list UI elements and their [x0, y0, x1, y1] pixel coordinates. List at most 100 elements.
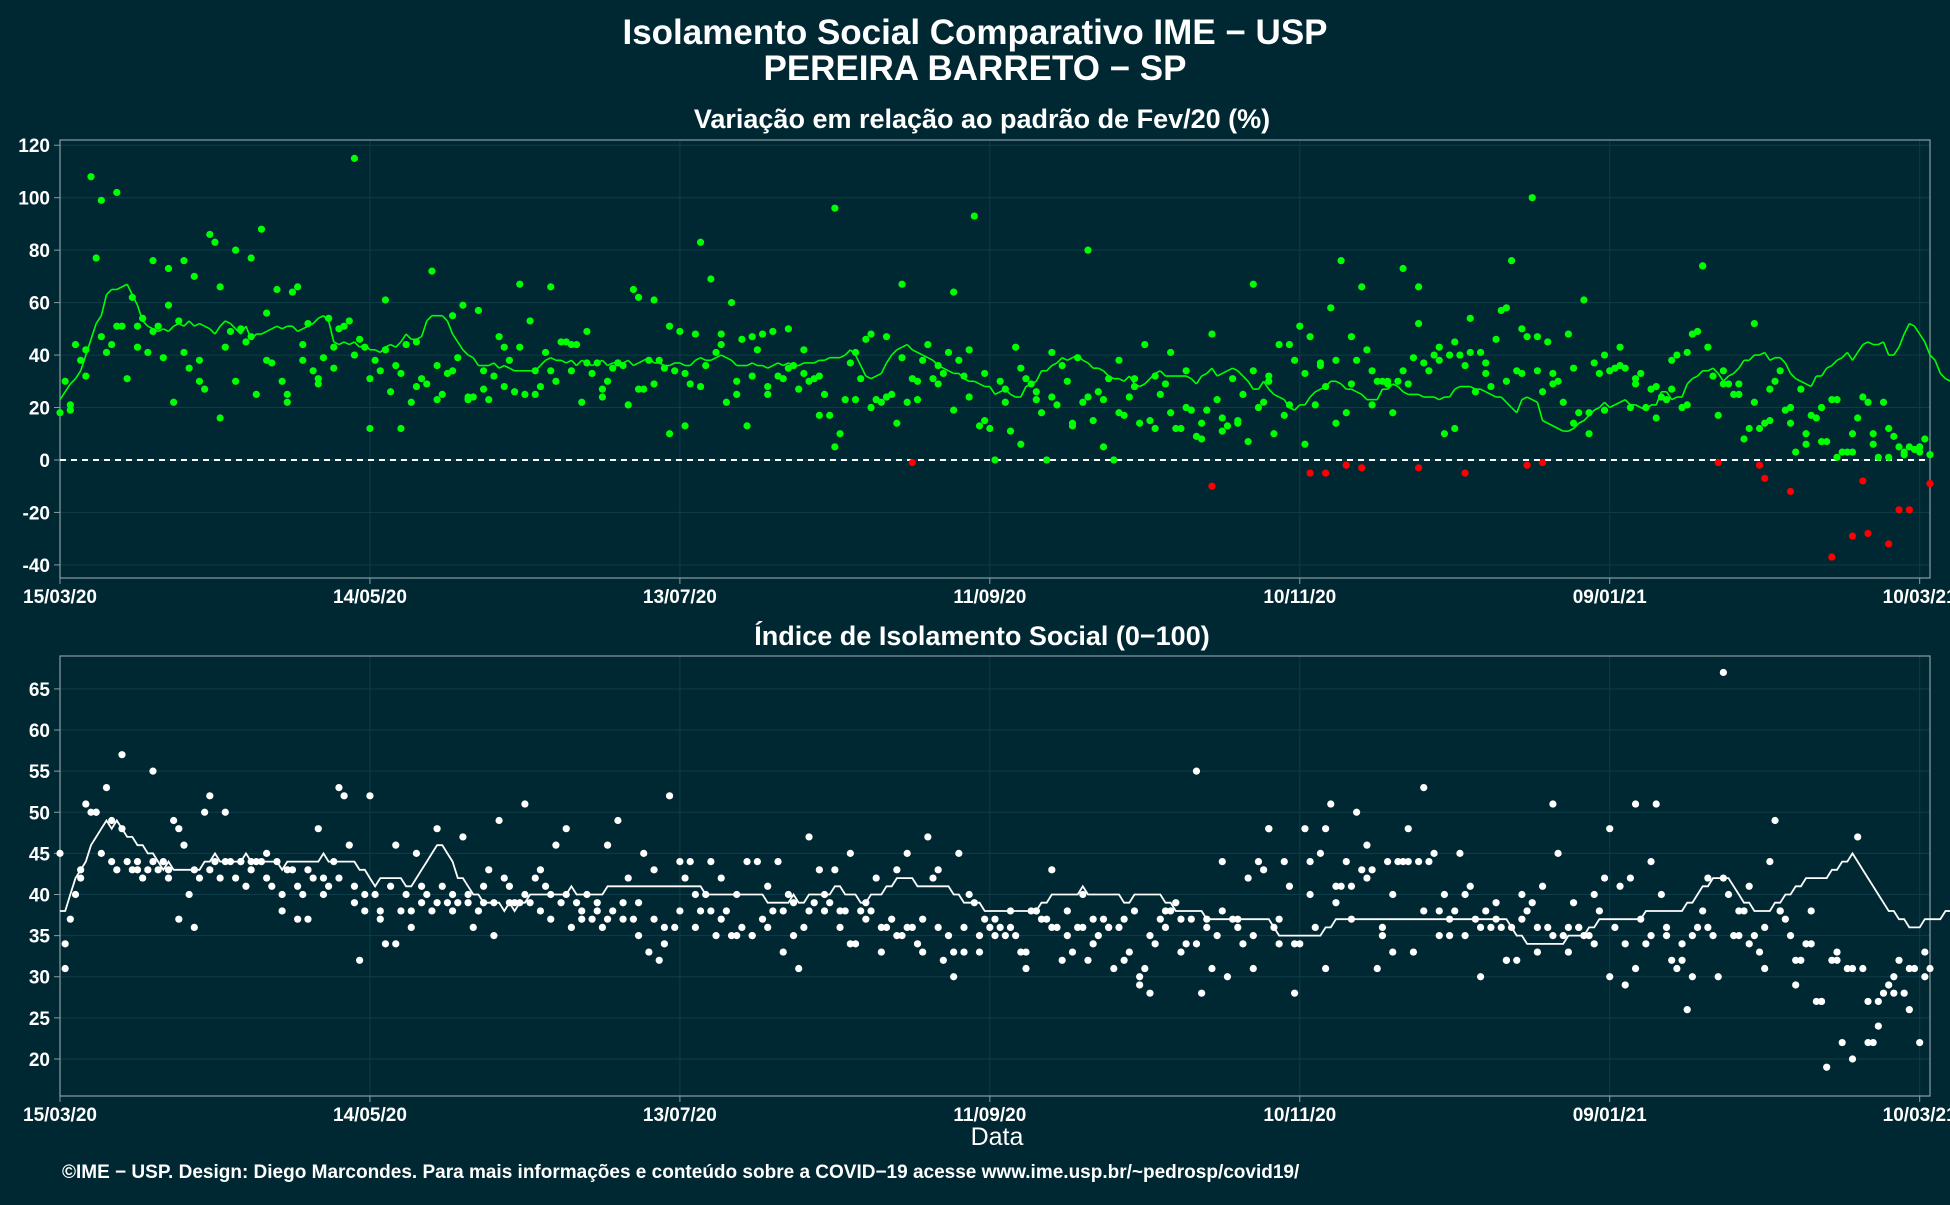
index-point	[536, 866, 545, 874]
positive-point	[87, 173, 95, 181]
index-point	[1451, 907, 1459, 915]
index-point	[1399, 858, 1407, 866]
positive-point	[1234, 417, 1242, 425]
positive-point	[919, 356, 927, 364]
index-point	[1714, 973, 1722, 981]
index-point	[1063, 932, 1071, 940]
moving-average-segment	[467, 354, 474, 359]
positive-point	[448, 367, 457, 375]
index-point	[531, 874, 539, 882]
index-point	[841, 907, 849, 915]
index-point	[1389, 948, 1397, 956]
positive-point	[784, 325, 792, 333]
positive-point	[190, 272, 198, 280]
index-point	[1053, 923, 1061, 932]
positive-point	[1280, 411, 1288, 419]
moving-average-segment	[798, 362, 805, 367]
positive-point	[412, 382, 421, 391]
index-point	[867, 907, 875, 915]
index-point	[226, 858, 235, 866]
index-point	[1616, 882, 1624, 890]
index-point	[1580, 932, 1588, 940]
positive-point	[583, 359, 591, 367]
index-point	[650, 915, 658, 923]
positive-point	[1719, 380, 1727, 388]
negative-point	[1414, 464, 1423, 472]
index-point	[1668, 956, 1676, 964]
index-point	[820, 907, 829, 915]
moving-average-segment	[1242, 375, 1249, 382]
moving-average-segment	[891, 349, 898, 356]
index-point	[593, 899, 601, 907]
index-point	[877, 923, 885, 932]
positive-point	[1921, 435, 1929, 443]
positive-point	[986, 424, 994, 433]
positive-point	[454, 354, 462, 362]
index-point	[1161, 923, 1170, 932]
index-point	[392, 841, 400, 849]
index-point	[1146, 989, 1154, 997]
index-point	[1425, 858, 1433, 866]
positive-point	[598, 393, 607, 401]
positive-point	[1755, 424, 1764, 433]
moving-average-segment	[116, 286, 123, 291]
index-point	[536, 907, 545, 915]
positive-point	[1053, 401, 1061, 409]
index-point	[1523, 907, 1531, 915]
index-point	[1249, 932, 1257, 940]
positive-point	[1172, 424, 1180, 433]
index-point	[485, 866, 493, 874]
positive-point	[1890, 432, 1898, 440]
index-point	[61, 964, 69, 973]
positive-point	[717, 340, 725, 349]
index-point	[443, 899, 452, 907]
index-point	[1745, 940, 1753, 948]
positive-point	[366, 424, 374, 433]
index-point	[1879, 989, 1888, 997]
index-point	[361, 890, 369, 899]
moving-average-segment	[74, 370, 82, 380]
index-point	[1130, 907, 1139, 915]
index-point	[846, 849, 854, 857]
index-point	[376, 915, 384, 923]
positive-point	[598, 385, 607, 393]
index-point	[722, 907, 730, 915]
index-point	[1378, 932, 1387, 940]
index-point	[139, 874, 147, 882]
index-point	[510, 899, 519, 907]
positive-point	[882, 333, 891, 341]
positive-point	[722, 398, 730, 406]
moving-average-segment	[1454, 385, 1461, 390]
index-point	[1688, 973, 1696, 981]
positive-point	[676, 327, 684, 336]
positive-point	[738, 335, 746, 343]
index-point	[727, 932, 736, 940]
moving-average-segment	[1304, 396, 1311, 406]
moving-average-segment	[374, 349, 381, 354]
moving-average-segment	[1836, 356, 1843, 362]
positive-point	[340, 322, 348, 330]
positive-point	[201, 385, 209, 393]
p1-y-tick-label: -40	[23, 556, 50, 577]
index-point	[190, 866, 198, 874]
positive-point	[71, 340, 80, 349]
index-point	[1544, 923, 1552, 932]
index-point	[113, 866, 121, 874]
index-point	[1461, 890, 1469, 899]
moving-average-segment	[488, 362, 495, 367]
positive-point	[1786, 403, 1795, 412]
positive-point	[867, 403, 875, 412]
positive-point	[1585, 409, 1593, 417]
index-point	[1192, 767, 1201, 775]
index-point	[1208, 964, 1216, 973]
positive-point	[717, 330, 725, 338]
index-point	[562, 825, 570, 833]
positive-point	[831, 204, 839, 212]
positive-point	[841, 396, 849, 404]
positive-point	[1786, 419, 1795, 427]
positive-point	[1358, 283, 1366, 291]
positive-point	[1833, 396, 1841, 404]
index-point	[1606, 973, 1614, 981]
positive-point	[1120, 411, 1128, 419]
positive-point	[1353, 356, 1361, 364]
